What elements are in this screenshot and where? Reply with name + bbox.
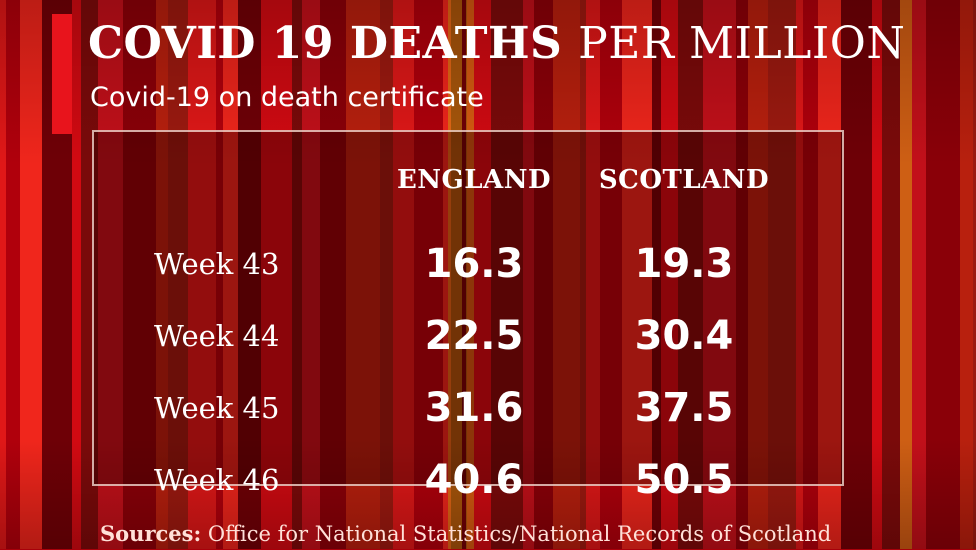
sources-text: Office for National Statistics/National … bbox=[207, 522, 832, 546]
table-row: Week 45 31.6 37.5 bbox=[94, 372, 784, 444]
table-cell-scotland: 19.3 bbox=[634, 241, 734, 287]
row-label: Week 46 bbox=[154, 463, 280, 497]
column-header-england: ENGLAND bbox=[396, 165, 552, 195]
table-cell-scotland: 30.4 bbox=[634, 313, 734, 359]
table-corner bbox=[94, 132, 364, 228]
column-header-scotland: SCOTLAND bbox=[598, 165, 770, 195]
title-light-part: PER MILLION bbox=[578, 18, 906, 69]
table-row: Week 43 16.3 19.3 bbox=[94, 228, 784, 300]
table-cell-england: 40.6 bbox=[424, 457, 524, 503]
table-row: Week 46 40.6 50.5 bbox=[94, 444, 784, 516]
row-label: Week 44 bbox=[154, 319, 280, 353]
data-table-panel: ENGLAND SCOTLAND Week 43 16.3 19.3 Week … bbox=[92, 130, 844, 503]
row-label: Week 45 bbox=[154, 391, 280, 425]
sources-label: Sources: bbox=[100, 521, 202, 546]
table-cell-england: 31.6 bbox=[424, 385, 524, 431]
title-bold-part: COVID 19 DEATHS bbox=[88, 18, 563, 69]
table-row: Week 44 22.5 30.4 bbox=[94, 300, 784, 372]
accent-bar bbox=[52, 14, 72, 134]
table-cell-england: 16.3 bbox=[424, 241, 524, 287]
row-label: Week 43 bbox=[154, 247, 280, 281]
data-table: ENGLAND SCOTLAND Week 43 16.3 19.3 Week … bbox=[94, 132, 784, 516]
table-cell-scotland: 37.5 bbox=[634, 385, 734, 431]
table-cell-scotland: 50.5 bbox=[634, 457, 734, 503]
chart-title: COVID 19 DEATHS PER MILLION bbox=[88, 16, 905, 72]
table-cell-england: 22.5 bbox=[424, 313, 524, 359]
table-header-row: ENGLAND SCOTLAND bbox=[94, 132, 784, 228]
sources-note: Sources: Office for National Statistics/… bbox=[100, 518, 831, 550]
chart-subtitle: Covid-19 on death certificate bbox=[90, 82, 484, 113]
